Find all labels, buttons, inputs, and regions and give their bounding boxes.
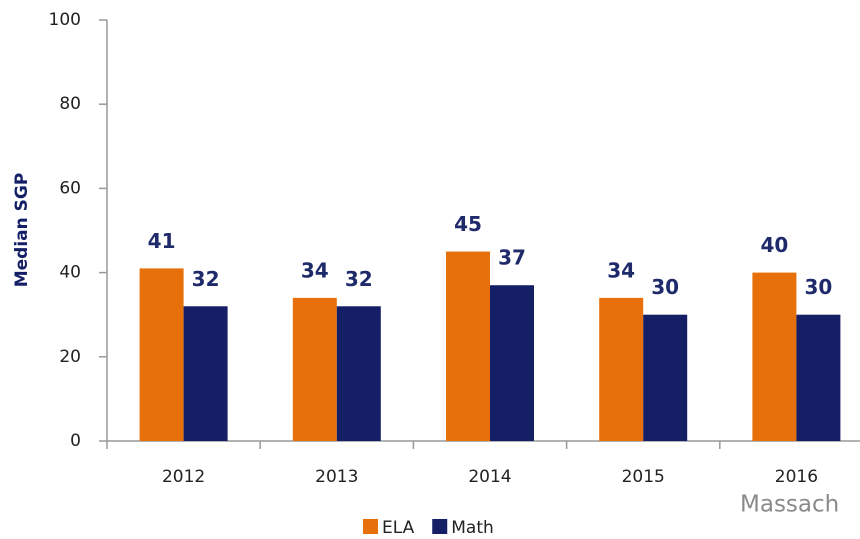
data-label: 34 (607, 258, 635, 282)
y-tick-label: 100 (49, 10, 81, 30)
x-tick-label: 2012 (162, 467, 205, 487)
data-label: 37 (498, 246, 526, 270)
bar (336, 306, 381, 441)
bar (643, 314, 688, 441)
bar (599, 297, 644, 441)
x-tick-label: 2015 (622, 467, 665, 487)
bar (292, 297, 337, 441)
y-tick-label: 40 (59, 263, 81, 283)
y-tick-label: 20 (59, 347, 81, 367)
annotation: Massach (740, 492, 839, 518)
bar (183, 306, 228, 441)
bar (752, 272, 797, 441)
data-label: 30 (651, 275, 679, 299)
x-tick-label: 2016 (775, 467, 818, 487)
y-tick-label: 60 (59, 178, 81, 198)
data-label: 41 (148, 229, 176, 253)
data-label: 32 (192, 267, 220, 291)
legend-label: Math (451, 518, 494, 538)
bar (139, 268, 184, 441)
legend-swatch (363, 519, 378, 534)
bar (446, 251, 490, 441)
y-tick-label: 0 (70, 431, 81, 451)
legend-label: ELA (382, 518, 415, 538)
data-label: 32 (345, 267, 373, 291)
data-label: 40 (760, 233, 788, 257)
legend-swatch (432, 519, 448, 534)
x-tick-label: 2014 (468, 467, 511, 487)
data-label: 34 (301, 258, 329, 282)
y-tick-label: 80 (59, 94, 81, 114)
y-axis-label: Median SGP (12, 173, 32, 288)
data-label: 45 (454, 212, 482, 236)
bar (796, 314, 841, 441)
x-tick-label: 2013 (315, 467, 358, 487)
data-label: 30 (804, 275, 832, 299)
bar (490, 285, 534, 441)
